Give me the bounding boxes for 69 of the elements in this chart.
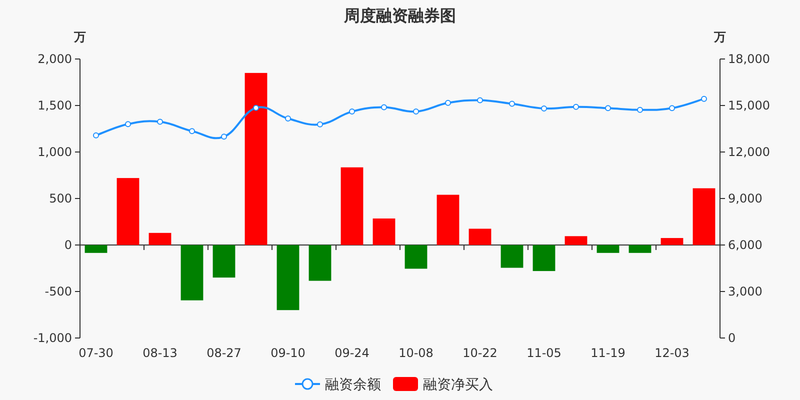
x-tick-label: 08-13 [142, 346, 178, 360]
y-tick-label: 1,000 [38, 145, 72, 159]
point [701, 96, 707, 102]
point [381, 104, 387, 110]
y2-tick-label: 18,000 [728, 52, 770, 66]
y-tick-label: 0 [64, 238, 72, 252]
point [189, 128, 195, 134]
x-tick-label: 10-08 [398, 346, 434, 360]
point [285, 116, 291, 122]
bar [692, 188, 716, 245]
x-tick-label: 10-22 [462, 346, 498, 360]
bar [596, 245, 620, 253]
point [253, 104, 259, 111]
bar [628, 245, 652, 253]
bar [564, 236, 588, 245]
y-tick-label: -1,000 [33, 331, 72, 345]
bar [436, 194, 460, 245]
point [445, 100, 451, 106]
point [573, 104, 579, 110]
x-tick-label: 07-30 [78, 346, 114, 360]
bar [308, 245, 332, 281]
x-tick-label: 11-19 [590, 346, 626, 360]
point [157, 118, 163, 125]
point [477, 97, 483, 104]
bar [244, 72, 268, 245]
bar [116, 178, 140, 245]
point [605, 105, 611, 112]
chart-title: 周度融资融券图 [343, 6, 456, 25]
legend-label: 融资余额 [325, 377, 381, 393]
x-tick-label: 08-27 [206, 346, 242, 360]
bar [212, 245, 236, 278]
y2-tick-label: 12,000 [728, 145, 770, 159]
point [125, 121, 131, 128]
point [221, 134, 227, 140]
y-tick-label: -500 [44, 284, 72, 298]
x-tick-label: 12-03 [654, 346, 690, 360]
x-tick-label: 09-24 [334, 346, 370, 360]
x-tick-label: 11-05 [526, 346, 562, 360]
y2-tick-label: 9,000 [728, 192, 762, 206]
point [413, 108, 419, 115]
y-tick-label: 500 [49, 192, 72, 206]
bar [372, 218, 396, 245]
bar [404, 245, 428, 269]
bar [180, 245, 204, 300]
y2-axis-title: 万 [713, 30, 726, 44]
point [317, 121, 323, 128]
point [93, 132, 99, 138]
y2-tick-label: 0 [728, 331, 736, 345]
point [509, 100, 515, 107]
bar [468, 228, 492, 245]
y-tick-label: 1,500 [38, 98, 72, 112]
x-tick-label: 09-10 [270, 346, 306, 360]
bar [660, 238, 684, 245]
y2-tick-label: 15,000 [728, 98, 770, 112]
y-axis-title: 万 [73, 30, 86, 44]
point [349, 108, 355, 115]
bar [84, 245, 108, 253]
point [541, 105, 547, 112]
bar [148, 232, 172, 245]
y2-tick-label: 3,000 [728, 284, 762, 298]
point [637, 106, 643, 113]
legend-label: 融资净买入 [423, 377, 493, 393]
bar [276, 245, 300, 310]
y-tick-label: 2,000 [38, 52, 72, 66]
point [669, 105, 675, 112]
bar [500, 245, 524, 268]
y2-tick-label: 6,000 [728, 238, 762, 252]
bar [340, 167, 364, 245]
bar [532, 245, 556, 272]
